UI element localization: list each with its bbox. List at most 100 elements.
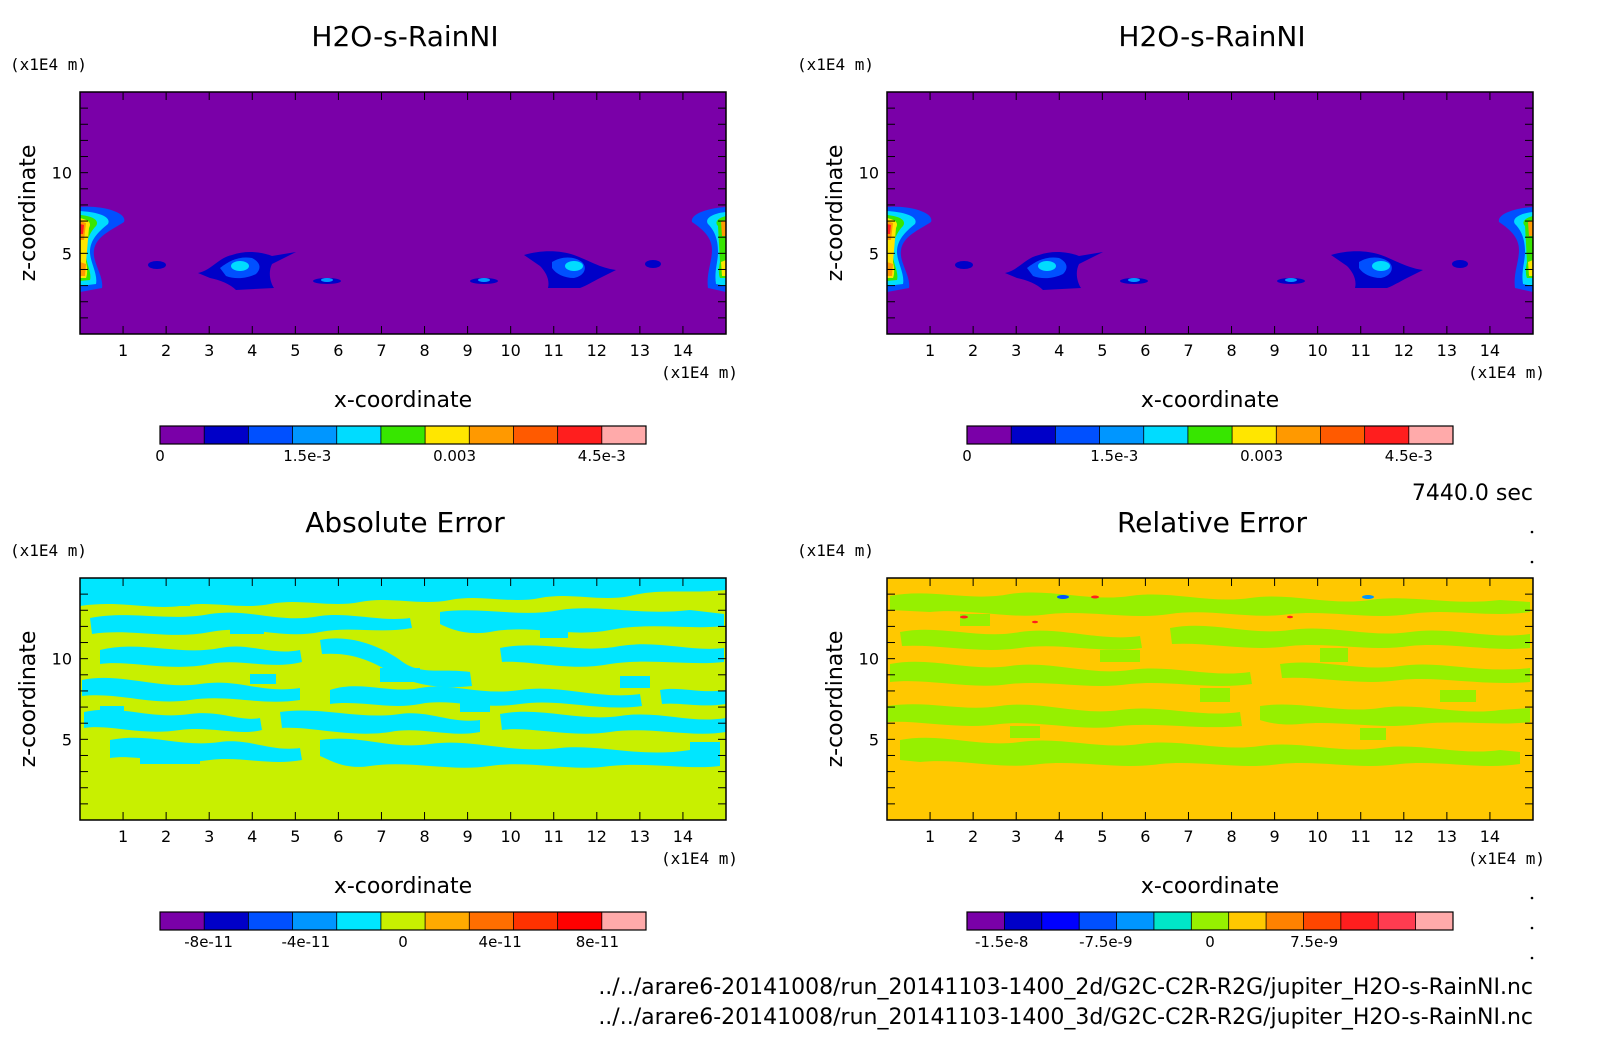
x-tick-label: 13 — [630, 827, 650, 846]
x-tick-label: 10 — [500, 827, 520, 846]
colorbar-swatch — [1228, 912, 1267, 930]
x-axis-label: x-coordinate — [334, 874, 472, 899]
x-axis-label: x-coordinate — [334, 388, 472, 413]
colorbar-swatch — [1364, 426, 1410, 444]
plot-border — [886, 577, 1534, 821]
panel-h2o-right: H2O-s-RainNI (x1E4 m) — [797, 20, 1545, 465]
y-unit-label: (x1E4 m) — [797, 55, 874, 74]
y-axis-label: z-coordinate — [16, 145, 41, 282]
x-unit-label: (x1E4 m) — [661, 363, 738, 382]
x-tick-label: 5 — [1097, 341, 1107, 360]
x-tick-label: 6 — [1140, 827, 1150, 846]
x-tick-label: 12 — [1394, 341, 1414, 360]
colorbar-border — [966, 911, 1454, 931]
colorbar-label: 4.5e-3 — [578, 447, 626, 465]
colorbar: -8e-11 -4e-11 0 4e-11 8e-11 — [159, 911, 647, 951]
y-unit-label: (x1E4 m) — [10, 541, 87, 560]
x-tick-label: 1 — [118, 827, 128, 846]
colorbar-swatch — [1303, 912, 1342, 930]
x-tick-label: 7 — [376, 827, 386, 846]
x-tick-label: 14 — [673, 827, 693, 846]
colorbar-swatch — [1415, 912, 1454, 930]
y-tick-label: 5 — [62, 730, 72, 749]
colorbar-swatch — [557, 426, 603, 444]
x-tick-label: 6 — [1140, 341, 1150, 360]
colorbar-label: -7.5e-9 — [1079, 933, 1132, 951]
x-tick-label: 2 — [161, 341, 171, 360]
colorbar-label: -1.5e-8 — [975, 933, 1028, 951]
y-axis-label: z-coordinate — [16, 631, 41, 768]
x-tick-label: 11 — [544, 827, 564, 846]
y-tick-label: 10 — [52, 650, 72, 669]
colorbar: 0 1.5e-3 0.003 4.5e-3 — [155, 425, 647, 465]
x-tick-label: 3 — [204, 827, 214, 846]
x-tick-label: 11 — [544, 341, 564, 360]
x-tick-label: 8 — [1226, 341, 1236, 360]
plot-border — [886, 91, 1534, 335]
y-tick-label: 5 — [62, 244, 72, 263]
plot-border — [79, 91, 727, 335]
colorbar-swatch — [1055, 426, 1101, 444]
colorbar-swatch — [1116, 912, 1155, 930]
colorbar-swatch — [160, 912, 205, 930]
colorbar-swatch — [1232, 426, 1277, 444]
colorbar-swatch — [469, 912, 514, 930]
colorbar-label: 0.003 — [433, 447, 476, 465]
x-tick-label: 7 — [1183, 827, 1193, 846]
x-tick-label: 1 — [925, 341, 935, 360]
x-tick-label: 7 — [1183, 341, 1193, 360]
colorbar-swatch — [1099, 426, 1145, 444]
colorbar-label: 0 — [1205, 933, 1215, 951]
colorbar-swatch — [336, 426, 382, 444]
y-unit-label: (x1E4 m) — [797, 541, 874, 560]
panel-title: H2O-s-RainNI — [311, 20, 498, 53]
colorbar-swatch — [967, 426, 1012, 444]
heatmap-field — [887, 578, 1533, 820]
colorbar-swatch — [1041, 912, 1080, 930]
heatmap-field — [887, 92, 1533, 334]
colorbar-label: 1.5e-3 — [1090, 447, 1138, 465]
colorbar-swatch — [1320, 426, 1366, 444]
colorbar-swatch — [248, 912, 294, 930]
file-path-2d: ../../arare6-20141008/run_20141103-1400_… — [598, 975, 1533, 1000]
x-tick-label: 9 — [463, 341, 473, 360]
colorbar-border — [966, 425, 1454, 445]
x-tick-label: 13 — [1437, 341, 1457, 360]
time-label: 7440.0 sec — [1412, 481, 1533, 506]
colorbar-swatch — [336, 912, 382, 930]
x-unit-label: (x1E4 m) — [1468, 363, 1545, 382]
x-tick-label: 9 — [463, 827, 473, 846]
colorbar-swatch — [513, 912, 559, 930]
colorbar-swatch — [425, 912, 470, 930]
colorbar-swatch — [967, 912, 1005, 930]
x-tick-label: 8 — [1226, 827, 1236, 846]
colorbar-label: 0 — [155, 447, 165, 465]
x-tick-label: 13 — [1437, 827, 1457, 846]
colorbar-swatch — [380, 426, 426, 444]
colorbar-swatch — [1153, 912, 1192, 930]
panel-h2o-left: H2O-s-RainNI (x1E4 m) — [10, 20, 738, 465]
colorbar: 0 1.5e-3 0.003 4.5e-3 — [962, 425, 1454, 465]
x-tick-label: 9 — [1270, 827, 1280, 846]
colorbar-swatch — [601, 426, 647, 444]
x-tick-label: 8 — [419, 827, 429, 846]
colorbar-label: 8e-11 — [576, 933, 619, 951]
colorbar-swatch — [204, 912, 249, 930]
colorbar-swatch — [1191, 912, 1230, 930]
colorbar-swatch — [1408, 426, 1454, 444]
x-unit-label: (x1E4 m) — [1468, 849, 1545, 868]
colorbar-swatch — [248, 426, 294, 444]
x-tick-label: 12 — [587, 827, 607, 846]
x-tick-label: 12 — [1394, 827, 1414, 846]
colorbar-swatch — [601, 912, 647, 930]
x-tick-label: 3 — [1011, 827, 1021, 846]
colorbar-label: 4.5e-3 — [1385, 447, 1433, 465]
x-tick-label: 5 — [290, 341, 300, 360]
colorbar-label: 4e-11 — [479, 933, 522, 951]
stray-dots — [1530, 530, 1534, 960]
colorbar-label: -8e-11 — [184, 933, 233, 951]
